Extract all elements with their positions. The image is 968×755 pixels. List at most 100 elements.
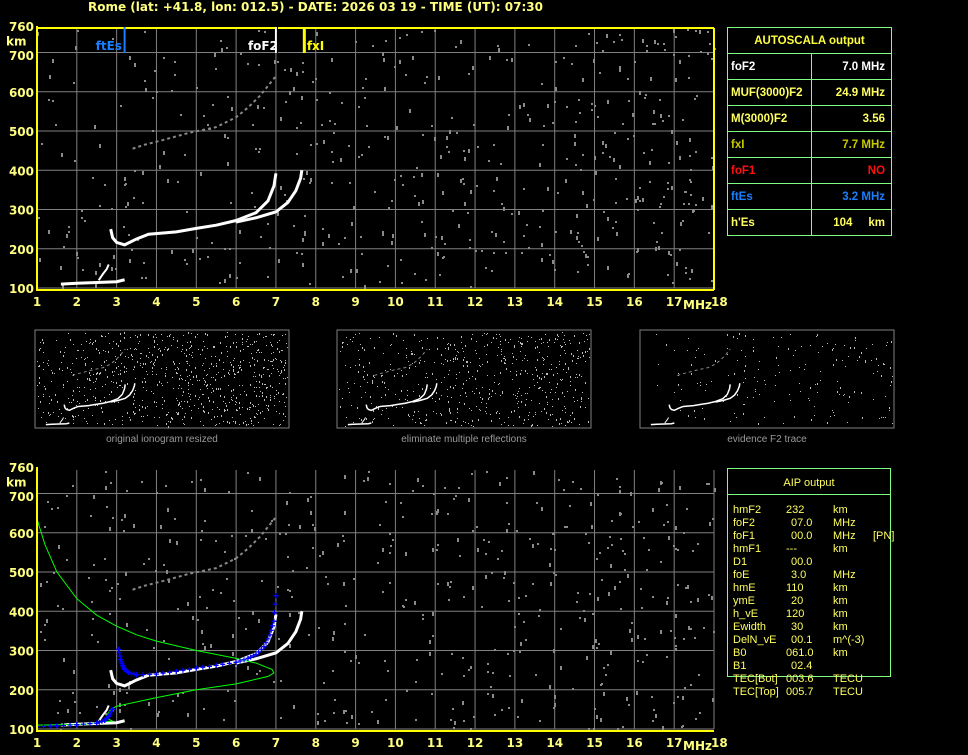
noise-dot [258, 410, 259, 411]
noise-dot [407, 390, 408, 391]
noise-dot [507, 126, 509, 130]
noise-dot [541, 258, 543, 262]
noise-dot [467, 365, 468, 366]
noise-dot [248, 336, 249, 337]
noise-dot [418, 411, 419, 412]
noise-dot [569, 420, 570, 422]
noise-dot [256, 341, 257, 342]
noise-dot [836, 359, 837, 361]
noise-dot [232, 417, 233, 418]
noise-dot [285, 101, 287, 103]
noise-dot [221, 352, 222, 354]
noise-dot [562, 379, 563, 380]
noise-dot [133, 197, 135, 199]
noise-dot [108, 684, 110, 688]
noise-dot [406, 348, 407, 349]
thumb-evidence [639, 329, 895, 429]
x-tick-label: 16 [626, 295, 643, 309]
aip-row: TEC[Top] 005.7 TECU [733, 686, 903, 699]
noise-dot [220, 342, 221, 344]
noise-dot [351, 222, 353, 226]
noise-dot [220, 388, 221, 390]
noise-dot [597, 494, 599, 496]
noise-dot [162, 404, 163, 405]
noise-dot [678, 384, 679, 386]
noise-dot [654, 40, 656, 44]
noise-dot [239, 367, 240, 369]
noise-dot [73, 670, 75, 674]
noise-dot [808, 398, 809, 399]
noise-dot [273, 334, 274, 336]
noise-dot [72, 415, 73, 417]
x-tick-label: 1 [33, 295, 41, 309]
noise-dot [166, 415, 167, 416]
noise-dot [801, 346, 802, 347]
noise-dot [443, 338, 444, 339]
noise-dot [510, 371, 511, 372]
noise-dot [200, 479, 202, 481]
noise-dot [411, 353, 412, 355]
noise-dot [551, 369, 552, 370]
noise-dot [188, 332, 189, 334]
noise-dot [155, 334, 156, 335]
noise-dot [384, 382, 385, 384]
aip-fit-point [272, 610, 278, 616]
noise-dot [258, 151, 260, 153]
noise-dot [329, 120, 331, 122]
autoscala-value: 7.0 MHz [810, 53, 893, 80]
noise-dot [367, 374, 368, 376]
noise-dot [285, 406, 286, 407]
noise-dot [84, 395, 85, 396]
noise-dot [416, 167, 418, 169]
noise-dot [883, 363, 884, 365]
noise-dot [557, 383, 558, 385]
noise-dot [272, 346, 273, 347]
noise-dot [885, 417, 886, 418]
noise-dot [561, 346, 562, 348]
noise-dot [448, 374, 449, 375]
noise-dot [161, 334, 162, 335]
noise-dot [675, 648, 677, 650]
noise-dot [233, 360, 234, 361]
noise-dot [269, 247, 271, 249]
noise-dot [688, 203, 690, 205]
noise-dot [601, 683, 603, 685]
noise-dot [182, 395, 183, 396]
noise-dot [549, 339, 550, 341]
aip-label: TEC[Bot] [733, 673, 778, 685]
noise-dot [346, 417, 347, 418]
noise-dot [124, 371, 125, 373]
noise-dot [799, 367, 800, 368]
noise-dot [323, 682, 325, 684]
noise-dot [741, 350, 742, 351]
noise-dot [379, 281, 381, 283]
noise-dot [134, 413, 135, 415]
noise-dot [190, 399, 191, 400]
noise-dot [372, 45, 374, 47]
noise-dot [417, 478, 419, 482]
noise-dot [454, 344, 455, 346]
noise-dot [448, 348, 449, 350]
noise-dot [196, 87, 198, 89]
noise-dot [140, 353, 141, 354]
noise-dot [689, 278, 691, 280]
noise-dot [518, 211, 520, 215]
noise-dot [508, 600, 510, 602]
noise-dot [224, 248, 226, 250]
noise-dot [589, 593, 591, 595]
noise-dot [407, 400, 408, 401]
noise-dot [162, 354, 163, 356]
noise-dot [76, 252, 78, 256]
x-tick-label: 6 [232, 295, 240, 309]
noise-dot [537, 543, 539, 545]
autoscala-row: foF1 NO [727, 157, 893, 184]
noise-dot [113, 375, 114, 376]
noise-dot [284, 365, 285, 366]
noise-dot [177, 608, 179, 610]
noise-dot [479, 358, 480, 359]
noise-dot [78, 415, 79, 416]
noise-dot [145, 88, 147, 92]
noise-dot [607, 266, 609, 270]
noise-dot [572, 360, 573, 362]
noise-dot [268, 360, 269, 361]
